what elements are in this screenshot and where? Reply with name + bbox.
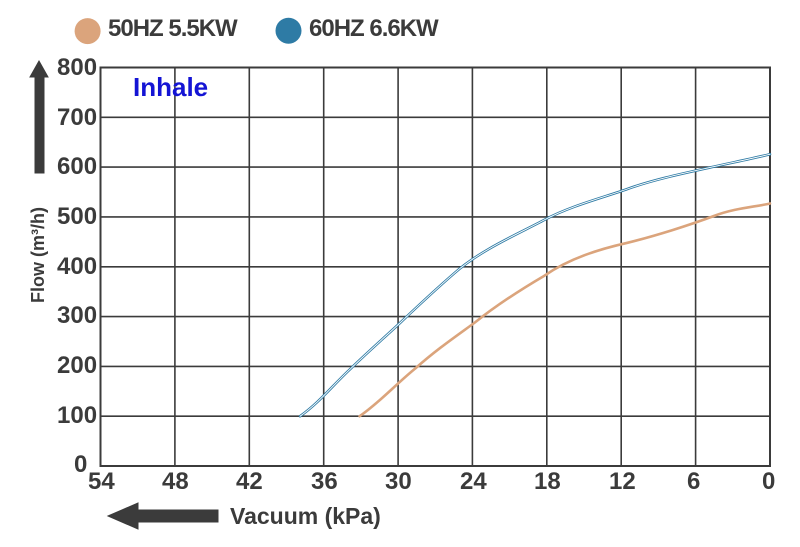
svg-text:Inhale: Inhale [133,72,208,102]
